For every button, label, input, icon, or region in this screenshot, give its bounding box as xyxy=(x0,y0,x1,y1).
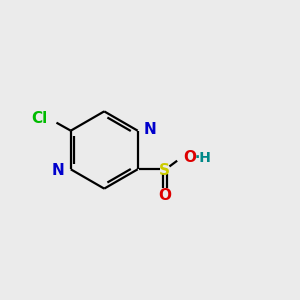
Text: N: N xyxy=(52,163,64,178)
Text: Cl: Cl xyxy=(32,111,48,126)
Text: N: N xyxy=(144,122,157,137)
Text: O: O xyxy=(184,150,196,165)
Text: O: O xyxy=(158,188,171,202)
Text: S: S xyxy=(159,163,170,178)
Text: ·H: ·H xyxy=(194,152,211,165)
